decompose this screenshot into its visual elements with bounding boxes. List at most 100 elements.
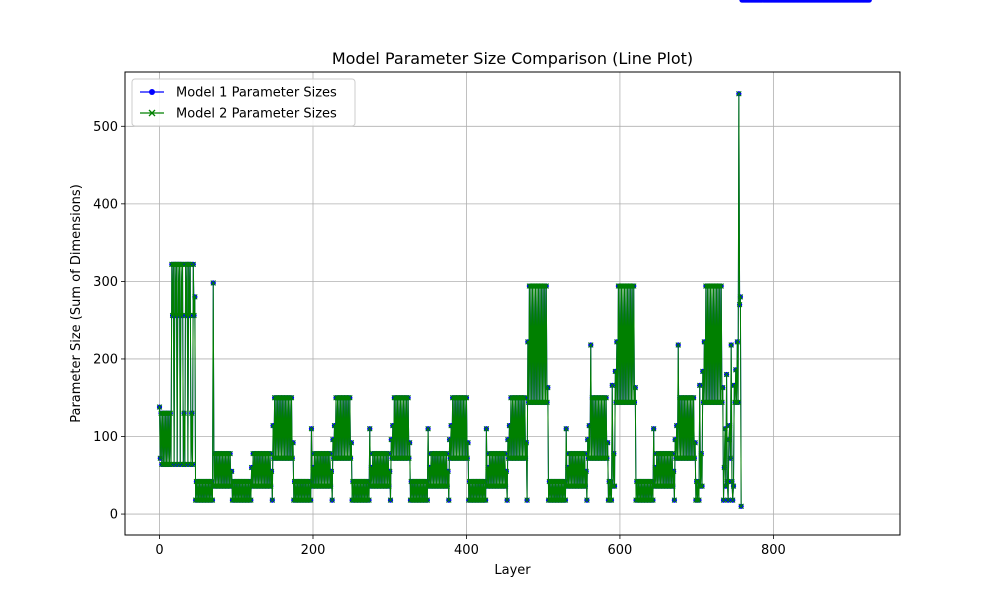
data-point-model-2 bbox=[384, 483, 391, 489]
data-point-model-2 bbox=[541, 283, 548, 289]
data-point-model-2 bbox=[727, 455, 734, 461]
data-point-model-2 bbox=[481, 497, 487, 503]
data-point-model-2 bbox=[225, 450, 232, 457]
data-point-model-2 bbox=[482, 497, 489, 503]
data-point-model-2 bbox=[691, 455, 698, 461]
data-point-model-2 bbox=[210, 280, 216, 286]
data-point-model-2 bbox=[189, 410, 195, 416]
chart-title: Model Parameter Size Comparison (Line Pl… bbox=[332, 49, 693, 68]
data-point-model-2 bbox=[178, 261, 184, 268]
data-point-model-2 bbox=[632, 384, 639, 391]
data-point-model-2 bbox=[670, 483, 676, 489]
data-point-model-2 bbox=[167, 410, 174, 416]
data-point-model-2 bbox=[330, 436, 336, 443]
data-point-model-2 bbox=[445, 468, 451, 475]
data-point-model-2 bbox=[606, 478, 612, 485]
data-point-model-2 bbox=[209, 497, 216, 503]
data-point-model-2 bbox=[601, 394, 608, 401]
data-point-model-2 bbox=[188, 461, 194, 468]
data-point-model-2 bbox=[630, 283, 637, 289]
data-point-model-2 bbox=[562, 497, 569, 503]
data-point-model-2 bbox=[630, 399, 636, 406]
data-point-model-2 bbox=[269, 497, 276, 503]
y-tick-label: 100 bbox=[93, 430, 118, 445]
data-point-model-2 bbox=[347, 394, 353, 401]
data-point-model-2 bbox=[671, 497, 678, 503]
data-point-model-2 bbox=[733, 367, 739, 373]
data-point-model-2 bbox=[383, 450, 390, 457]
plot-frame bbox=[124, 71, 901, 536]
data-point-model-2 bbox=[348, 439, 355, 446]
data-point-model-2 bbox=[326, 483, 332, 489]
data-point-model-2 bbox=[226, 483, 233, 489]
data-point-model-2 bbox=[668, 483, 675, 489]
data-point-model-2 bbox=[524, 497, 530, 503]
data-point-model-2 bbox=[522, 394, 528, 401]
data-point-model-2 bbox=[588, 342, 594, 348]
data-point-model-2 bbox=[446, 497, 452, 503]
data-point-model-2 bbox=[500, 450, 507, 457]
data-point-model-2 bbox=[406, 455, 412, 461]
data-point-model-2 bbox=[561, 497, 567, 503]
data-point-model-2 bbox=[733, 399, 740, 406]
data-point-model-2 bbox=[560, 478, 566, 485]
data-point-model-2 bbox=[700, 368, 706, 375]
data-point-model-2 bbox=[181, 410, 187, 416]
data-point-model-2 bbox=[207, 478, 213, 485]
data-point-model-2 bbox=[506, 422, 513, 429]
data-point-model-2 bbox=[525, 339, 531, 345]
data-point-model-2 bbox=[717, 399, 724, 406]
data-point-model-2 bbox=[442, 450, 448, 457]
data-point-model-2 bbox=[363, 478, 370, 485]
data-point-model-2 bbox=[735, 399, 741, 406]
data-point-model-2 bbox=[345, 394, 352, 401]
data-point-model-2 bbox=[672, 436, 678, 443]
data-point-model-2 bbox=[699, 483, 705, 489]
data-point-model-2 bbox=[287, 394, 293, 401]
data-point-model-2 bbox=[442, 483, 449, 489]
data-point-model-2 bbox=[724, 478, 731, 485]
data-point-model-2 bbox=[726, 422, 733, 429]
series-lines bbox=[157, 0, 872, 510]
data-point-model-2 bbox=[268, 468, 275, 475]
y-tick-label: 400 bbox=[93, 197, 118, 212]
data-point-model-2 bbox=[723, 483, 729, 489]
data-point-model-2 bbox=[694, 497, 701, 503]
data-point-model-2 bbox=[463, 394, 470, 401]
x-tick-label: 0 bbox=[155, 543, 163, 558]
data-point-model-2 bbox=[650, 425, 657, 432]
data-point-model-2 bbox=[611, 483, 618, 489]
data-point-model-2 bbox=[669, 450, 675, 457]
data-point-model-2 bbox=[448, 422, 454, 429]
data-point-model-2 bbox=[390, 422, 396, 429]
data-point-model-2 bbox=[612, 368, 619, 375]
data-point-model-2 bbox=[736, 90, 742, 97]
y-axis-label: Parameter Size (Sum of Dimensions) bbox=[69, 184, 84, 423]
legend: Model 1 Parameter Sizes Model 2 Paramete… bbox=[131, 78, 356, 127]
data-point-model-2 bbox=[464, 455, 470, 461]
data-point-model-2 bbox=[367, 425, 373, 432]
data-point-model-2 bbox=[696, 497, 702, 503]
data-point-model-2 bbox=[265, 450, 272, 457]
data-point-model-2 bbox=[290, 439, 296, 446]
data-point-model-2 bbox=[629, 283, 635, 289]
data-point-model-2 bbox=[189, 461, 196, 468]
data-point-model-2 bbox=[652, 464, 658, 471]
data-point-model-2 bbox=[648, 497, 655, 503]
data-point-model-2 bbox=[347, 455, 354, 461]
data-point-model-2 bbox=[545, 384, 551, 391]
data-point-model-2 bbox=[542, 399, 549, 406]
y-tick-label: 200 bbox=[93, 352, 118, 367]
data-point-model-2 bbox=[227, 450, 233, 457]
axis-ticks: 0 200 400 600 800 0 100 200 300 400 500 bbox=[93, 120, 786, 558]
data-point-model-2 bbox=[736, 301, 743, 308]
data-point-model-2 bbox=[331, 422, 338, 429]
data-point-model-2 bbox=[722, 425, 728, 432]
data-point-model-2 bbox=[696, 382, 703, 389]
data-point-model-2 bbox=[726, 436, 732, 443]
data-point-model-2 bbox=[248, 464, 255, 471]
series-markers-model-2 bbox=[157, 90, 744, 510]
data-point-model-2 bbox=[701, 339, 708, 345]
data-point-model-2 bbox=[697, 483, 704, 489]
